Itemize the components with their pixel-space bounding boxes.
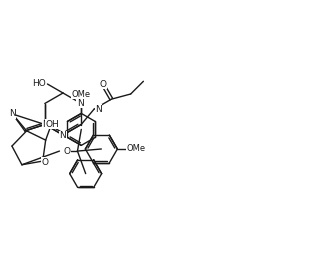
Text: O: O	[41, 157, 48, 167]
Text: O: O	[100, 80, 107, 89]
Text: N: N	[43, 120, 49, 129]
Text: OMe: OMe	[72, 90, 91, 99]
Text: O: O	[63, 146, 71, 156]
Text: N: N	[9, 110, 16, 118]
Text: N: N	[95, 105, 102, 114]
Text: OMe: OMe	[127, 144, 146, 154]
Text: N: N	[77, 99, 84, 108]
Text: OH: OH	[45, 119, 59, 129]
Text: HO: HO	[32, 79, 45, 89]
Text: N: N	[60, 132, 66, 140]
